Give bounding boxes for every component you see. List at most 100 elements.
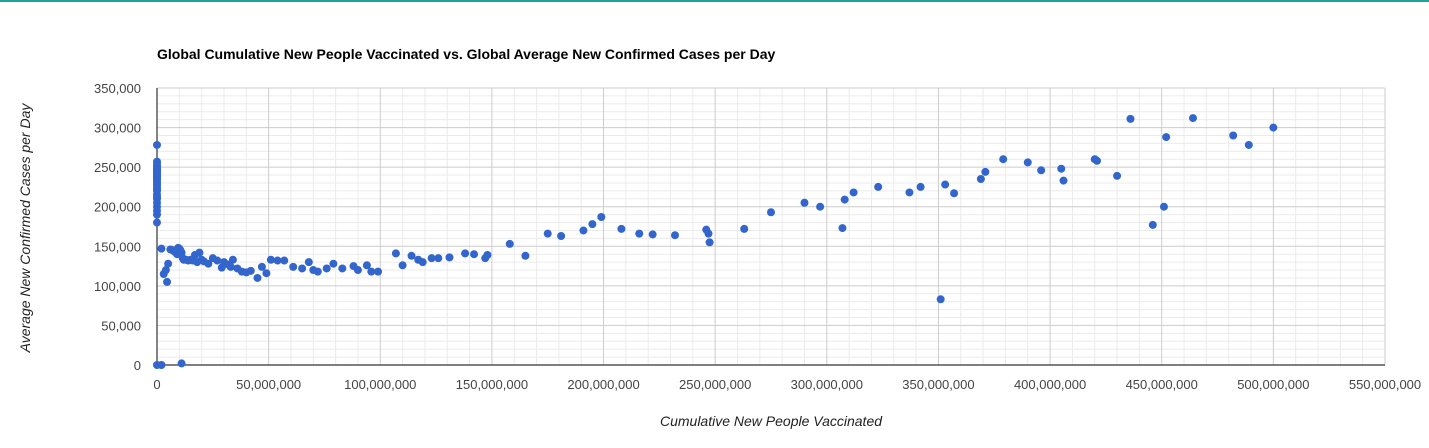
data-point xyxy=(353,266,362,275)
data-point xyxy=(177,359,186,368)
data-point xyxy=(999,155,1008,164)
data-point xyxy=(1059,176,1068,185)
y-tick-label: 100,000 xyxy=(94,279,141,294)
y-tick-label: 300,000 xyxy=(94,121,141,136)
data-point xyxy=(407,251,416,260)
data-point xyxy=(838,224,847,233)
data-point xyxy=(1162,133,1171,142)
data-point xyxy=(1092,156,1101,165)
data-point xyxy=(1126,114,1135,123)
data-point xyxy=(950,189,959,198)
data-point xyxy=(161,266,170,275)
data-point xyxy=(521,251,530,260)
data-point xyxy=(579,226,588,235)
x-axis-title: Cumulative New People Vaccinated xyxy=(660,413,883,429)
y-tick-label: 0 xyxy=(134,358,141,373)
data-point xyxy=(228,255,237,264)
data-point xyxy=(800,198,809,207)
data-point xyxy=(338,264,347,273)
x-tick-label: 150,000,000 xyxy=(456,377,528,392)
data-point xyxy=(226,262,235,271)
x-tick-label: 400,000,000 xyxy=(1014,377,1086,392)
data-point xyxy=(322,264,331,273)
chart-title: Global Cumulative New People Vaccinated … xyxy=(157,46,776,62)
data-point xyxy=(398,261,407,270)
x-tick-label: 500,000,000 xyxy=(1237,377,1309,392)
x-tick-label: 50,000,000 xyxy=(236,377,301,392)
data-point xyxy=(367,267,376,276)
data-point xyxy=(164,259,173,268)
data-point xyxy=(767,208,775,217)
data-point xyxy=(816,202,825,211)
data-point xyxy=(1269,123,1278,132)
data-point xyxy=(849,188,858,197)
x-tick-labels: 0 50,000,000 100,000,000 150,000,000 200,000… xyxy=(153,377,1421,392)
data-point xyxy=(374,267,383,276)
y-tick-label: 200,000 xyxy=(94,200,141,215)
y-tick-label: 250,000 xyxy=(94,160,141,175)
data-point xyxy=(483,250,492,259)
data-point xyxy=(313,267,322,276)
data-point xyxy=(391,249,400,258)
x-tick-label: 300,000,000 xyxy=(791,377,863,392)
data-point xyxy=(1148,220,1157,229)
y-tick-label: 150,000 xyxy=(94,239,141,254)
data-point xyxy=(470,250,479,259)
data-point xyxy=(840,195,849,204)
y-tick-label: 50,000 xyxy=(101,318,141,333)
data-point xyxy=(1188,114,1197,123)
data-point xyxy=(588,220,597,229)
data-point xyxy=(289,262,298,271)
data-point xyxy=(505,239,514,248)
data-point xyxy=(557,231,566,240)
data-point xyxy=(1037,166,1046,175)
data-point xyxy=(635,229,644,238)
data-point xyxy=(740,224,749,233)
data-point xyxy=(163,277,172,286)
data-point xyxy=(461,249,470,258)
data-point xyxy=(1159,202,1168,211)
data-point xyxy=(670,231,679,240)
data-point xyxy=(1229,131,1238,140)
x-tick-label: 450,000,000 xyxy=(1126,377,1198,392)
data-point xyxy=(246,266,255,275)
data-point xyxy=(153,218,161,227)
data-point xyxy=(941,180,950,189)
data-point xyxy=(543,229,552,238)
x-tick-label: 550,000,000 xyxy=(1349,377,1421,392)
data-point xyxy=(204,259,213,268)
data-point xyxy=(213,256,222,265)
data-point xyxy=(362,261,371,270)
data-point xyxy=(597,213,606,222)
data-point xyxy=(1244,140,1253,149)
data-point xyxy=(195,248,204,257)
data-point xyxy=(273,256,282,265)
data-point xyxy=(257,262,266,271)
data-point xyxy=(1023,158,1032,167)
data-point xyxy=(445,253,454,262)
data-point xyxy=(253,273,262,282)
data-point xyxy=(157,244,166,253)
data-point xyxy=(266,255,275,264)
data-point xyxy=(976,175,985,184)
data-point xyxy=(153,140,161,149)
data-point xyxy=(427,254,436,263)
x-tick-label: 100,000,000 xyxy=(344,377,416,392)
data-point xyxy=(262,269,271,278)
data-point xyxy=(905,188,914,197)
data-point xyxy=(617,224,626,233)
data-point xyxy=(704,229,713,238)
y-axis-title: Average New Confirmed Cases per Day xyxy=(17,103,33,354)
data-point xyxy=(157,361,166,369)
data-point xyxy=(981,167,990,176)
data-point xyxy=(304,258,313,267)
minor-gridlines xyxy=(157,88,1385,365)
data-point xyxy=(298,264,307,273)
major-gridlines xyxy=(157,87,1386,365)
data-point xyxy=(153,157,161,166)
data-point xyxy=(418,258,427,267)
axes xyxy=(156,88,1385,366)
data-point xyxy=(936,295,945,304)
data-point xyxy=(434,254,443,263)
